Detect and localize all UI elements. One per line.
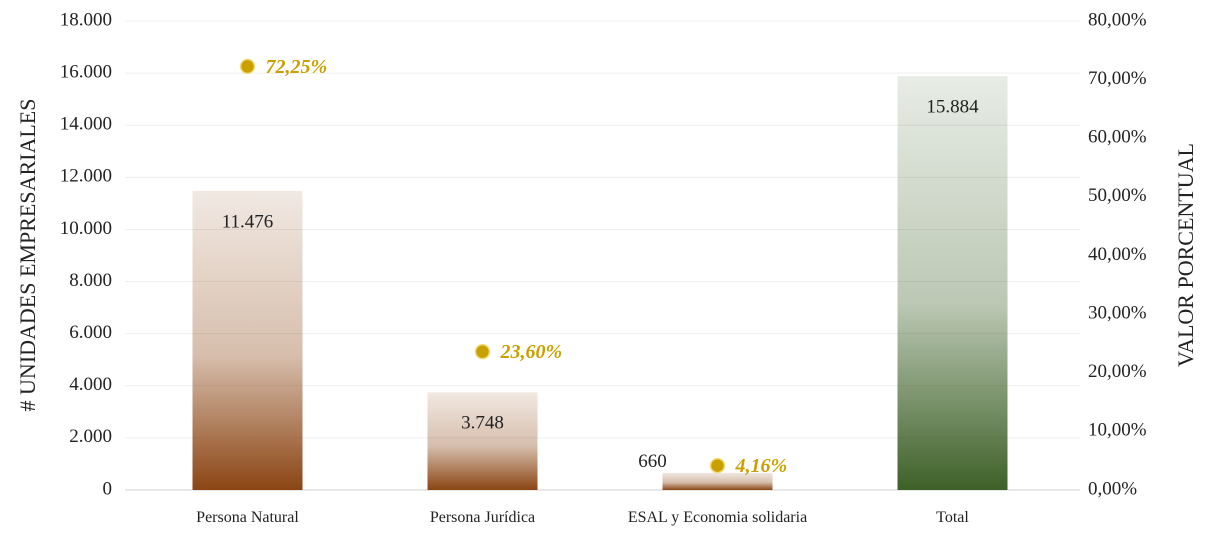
data-label: 11.476 bbox=[222, 211, 274, 232]
y-tick-label: 10.000 bbox=[60, 218, 112, 239]
y2-tick-label: 80,00% bbox=[1088, 9, 1147, 30]
y2-tick-label: 50,00% bbox=[1088, 185, 1147, 206]
bar bbox=[897, 76, 1008, 491]
data-label: 4,16% bbox=[735, 455, 788, 477]
y2-tick-label: 60,00% bbox=[1088, 127, 1147, 148]
data-label: 15.884 bbox=[926, 96, 979, 117]
y2-tick-label: 30,00% bbox=[1088, 302, 1147, 323]
y-tick-label: 14.000 bbox=[60, 114, 112, 135]
y-tick-label: 12.000 bbox=[60, 166, 112, 187]
y2-tick-label: 70,00% bbox=[1088, 68, 1147, 89]
point bbox=[239, 58, 256, 75]
y-tick-label: 8.000 bbox=[69, 270, 112, 291]
y-axis-title: # UNIDADES EMPRESARIALES bbox=[15, 99, 40, 412]
bar bbox=[662, 472, 773, 490]
y2-tick-label: 10,00% bbox=[1088, 420, 1147, 441]
y2-tick-label: 0,00% bbox=[1088, 478, 1137, 499]
y-tick-label: 4.000 bbox=[69, 374, 112, 395]
y-tick-label: 2.000 bbox=[69, 426, 112, 447]
y-tick-label: 6.000 bbox=[69, 322, 112, 343]
point bbox=[709, 457, 726, 474]
data-label: 3.748 bbox=[461, 413, 504, 434]
bar bbox=[192, 190, 303, 490]
y-tick-label: 18.000 bbox=[60, 9, 112, 30]
point bbox=[474, 343, 491, 360]
x-tick-label: Persona Jurídica bbox=[429, 509, 536, 526]
y2-tick-label: 40,00% bbox=[1088, 244, 1147, 265]
x-tick-label: Persona Natural bbox=[196, 509, 299, 526]
x-tick-label: ESAL y Economia solidaria bbox=[627, 509, 808, 526]
y2-axis-title: VALOR PORCENTUAL bbox=[1173, 143, 1198, 367]
x-tick-label: Total bbox=[936, 509, 969, 526]
bar bbox=[427, 392, 538, 490]
data-label: 72,25% bbox=[266, 56, 328, 78]
data-label: 23,60% bbox=[500, 341, 563, 363]
y-tick-label: 16.000 bbox=[60, 61, 112, 82]
y-tick-label: 0 bbox=[103, 478, 113, 499]
y2-tick-label: 20,00% bbox=[1088, 361, 1147, 382]
data-label: 660 bbox=[638, 451, 667, 472]
